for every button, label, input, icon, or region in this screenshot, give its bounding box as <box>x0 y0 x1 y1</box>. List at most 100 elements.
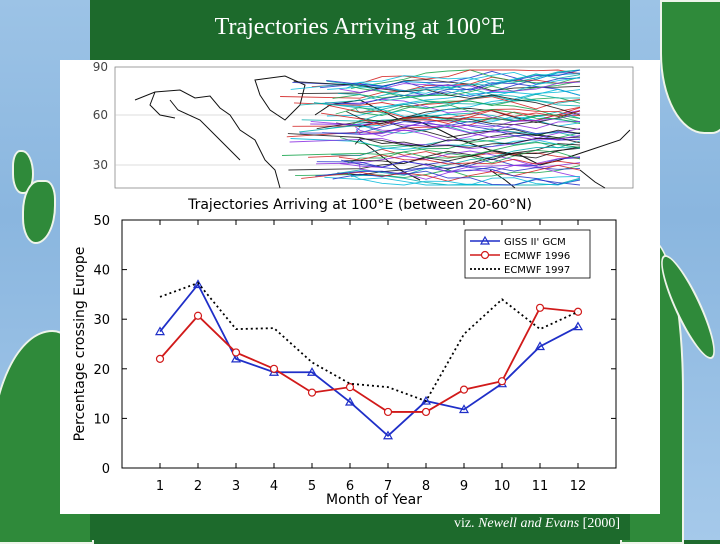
trajectory-path <box>355 93 581 114</box>
citation-prefix: viz. <box>453 516 479 531</box>
x-tick-label: 12 <box>570 479 587 494</box>
trajectory-path <box>327 147 581 176</box>
y-tick-label: 30 <box>93 313 110 328</box>
land-mass-left-2 <box>22 180 56 244</box>
trajectory-path <box>301 164 581 182</box>
point-marker-1 <box>307 388 317 397</box>
chart-title: Trajectories Arriving at 100°E (between … <box>187 197 532 213</box>
trajectory-path <box>290 138 581 150</box>
land-mass-right-1 <box>660 0 720 134</box>
trajectory-path <box>313 95 581 110</box>
x-tick-label: 8 <box>422 479 430 494</box>
point-marker-0 <box>154 326 166 336</box>
y-tick-label: 50 <box>93 214 110 229</box>
figure-panel: 90 60 30 Trajectories Arriving at 100°E … <box>60 60 660 514</box>
trajectory-path <box>301 109 581 122</box>
point-marker-0 <box>192 279 204 289</box>
trajectory-path <box>324 175 581 186</box>
land-mass-left-1 <box>12 150 34 194</box>
trajectory-path <box>339 156 581 173</box>
y-axis: 0 10 20 30 40 50 <box>93 214 616 477</box>
x-tick-label: 2 <box>194 479 202 494</box>
point-marker-1 <box>459 385 469 394</box>
point-marker-1 <box>497 377 507 386</box>
trajectory-path <box>293 81 581 116</box>
trajectory-map: 90 60 30 <box>93 60 634 189</box>
trajectory-path <box>338 154 581 165</box>
trajectory-path <box>311 69 581 88</box>
trajectory-path <box>347 173 581 186</box>
trajectory-path <box>332 94 581 106</box>
trajectory-path <box>316 107 581 130</box>
x-axis: 1 2 3 4 5 6 7 8 9 10 11 12 <box>156 220 586 494</box>
line-chart: Trajectories Arriving at 100°E (between … <box>72 197 617 508</box>
trajectory-path <box>327 80 581 96</box>
legend-marker-giss <box>479 235 491 245</box>
trajectory-path <box>288 147 581 171</box>
trajectory-path <box>280 76 581 99</box>
point-marker-0 <box>458 404 470 414</box>
trajectory-path <box>341 159 581 185</box>
citation-year: [2000] <box>579 516 620 531</box>
point-marker-0 <box>230 353 242 363</box>
slide-title: Trajectories Arriving at 100°E <box>214 14 506 40</box>
x-tick-label: 7 <box>384 479 392 494</box>
y-tick-label: 10 <box>93 412 110 427</box>
x-tick-label: 11 <box>532 479 549 494</box>
point-marker-1 <box>231 348 241 357</box>
trajectory-path <box>287 133 581 148</box>
trajectory-path <box>350 69 581 90</box>
point-marker-0 <box>534 341 546 351</box>
point-marker-1 <box>421 407 431 417</box>
trajectory-path <box>326 73 581 96</box>
trajectory-path <box>354 129 581 147</box>
trajectory-path <box>332 157 581 180</box>
trajectory-lines <box>280 69 581 186</box>
trajectory-path <box>321 106 581 126</box>
point-marker-1 <box>269 364 279 373</box>
point-marker-1 <box>535 303 545 312</box>
series-line-2 <box>159 281 579 403</box>
trajectory-path <box>339 81 581 93</box>
trajectory-path <box>327 104 581 124</box>
series-layer <box>154 279 584 440</box>
point-marker-0 <box>572 321 584 331</box>
y-axis-label: Percentage crossing Europe <box>72 247 88 442</box>
point-marker-1 <box>193 311 203 320</box>
x-tick-label: 4 <box>270 479 278 494</box>
map-lat-label-60: 60 <box>93 108 108 122</box>
series-line-1 <box>159 306 579 413</box>
map-lat-label-90: 90 <box>93 60 108 74</box>
x-tick-label: 5 <box>308 479 316 494</box>
point-marker-1 <box>345 383 355 392</box>
figure-svg: 90 60 30 Trajectories Arriving at 100°E … <box>72 60 634 508</box>
trajectory-path <box>315 170 581 186</box>
trajectory-path <box>350 80 581 98</box>
legend: GISS II' GCM ECMWF 1996 ECMWF 1997 <box>464 229 591 279</box>
point-marker-0 <box>382 430 394 440</box>
point-marker-0 <box>306 367 318 376</box>
trajectory-path <box>355 121 581 141</box>
x-tick-label: 1 <box>156 479 164 494</box>
point-marker-1 <box>155 354 165 363</box>
map-lat-label-30: 30 <box>93 158 108 172</box>
x-tick-label: 3 <box>232 479 240 494</box>
legend-label-giss: GISS II' GCM <box>504 237 566 248</box>
legend-label-ecmwf1996: ECMWF 1996 <box>504 251 570 262</box>
legend-label-ecmwf1997: ECMWF 1997 <box>504 265 570 276</box>
point-marker-0 <box>344 396 356 406</box>
point-marker-0 <box>420 395 432 405</box>
x-tick-label: 9 <box>460 479 468 494</box>
y-tick-label: 0 <box>102 462 110 477</box>
trajectory-path <box>355 121 581 142</box>
x-tick-label: 10 <box>494 479 511 494</box>
y-tick-label: 20 <box>93 363 110 378</box>
coastline-greenland <box>254 75 306 121</box>
citation-authors: Newell and Evans <box>478 516 580 531</box>
y-tick-label: 40 <box>93 264 110 279</box>
x-axis-label: Month of Year <box>326 492 422 508</box>
trajectory-path <box>293 96 581 110</box>
trajectory-path <box>346 111 581 131</box>
trajectory-path <box>295 165 581 179</box>
citation: viz. Newell and Evans [2000] <box>380 516 620 532</box>
